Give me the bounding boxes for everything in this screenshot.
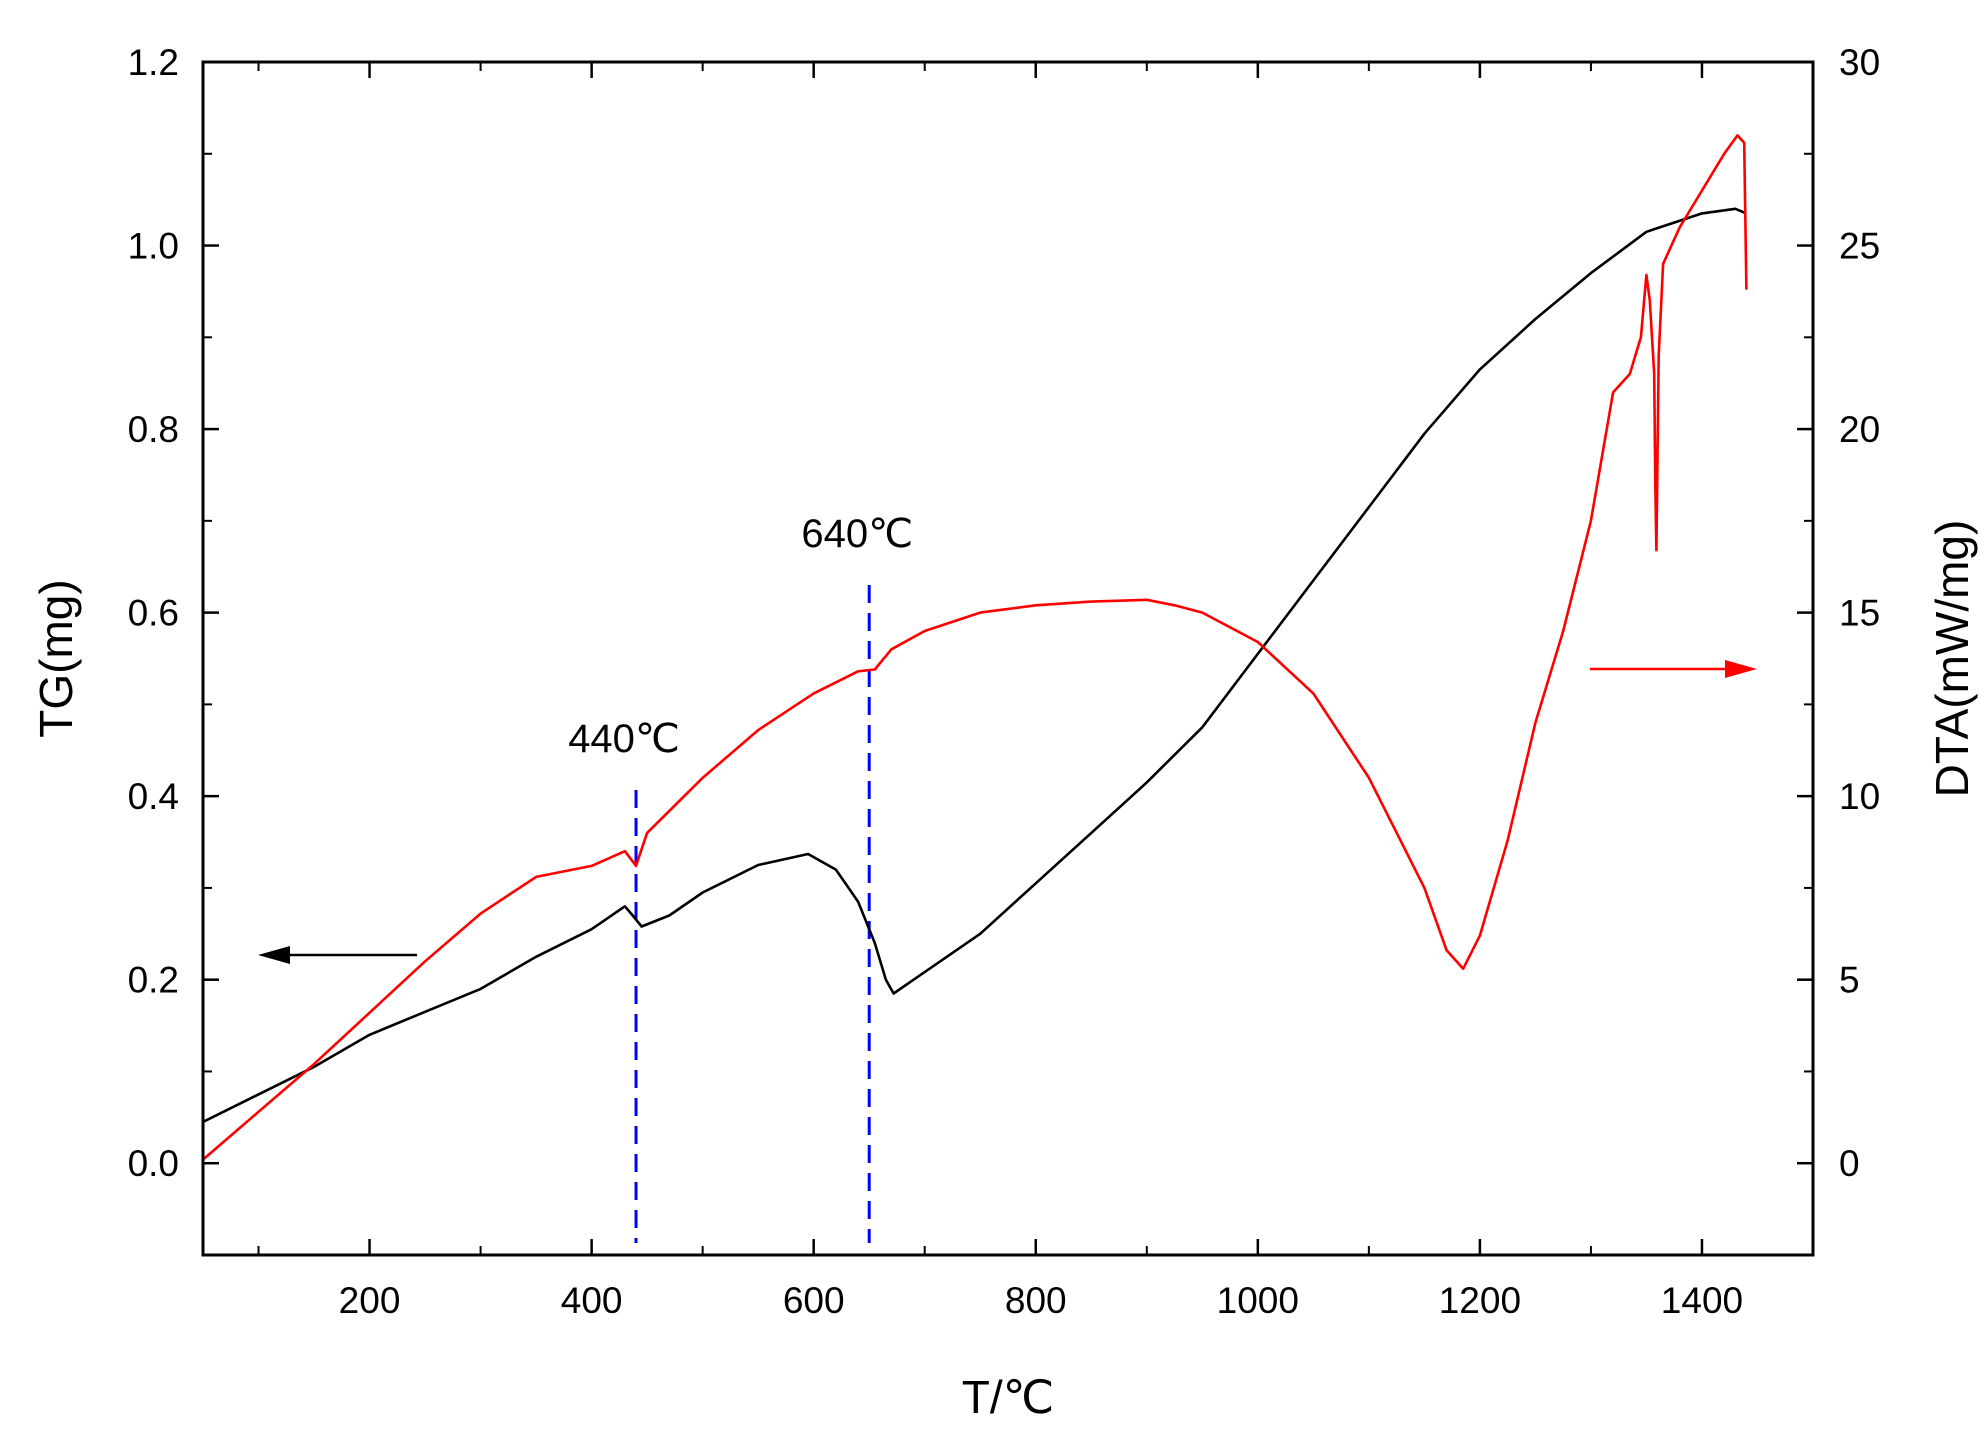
- x-axis-title: T/℃: [962, 1371, 1055, 1423]
- x-tick-label: 600: [783, 1280, 845, 1321]
- y-left-tick-label: 1.2: [128, 42, 179, 83]
- y-axis-right: 0 5 10 15 20 25 30: [1797, 42, 1880, 1256]
- arrow-tg-head: [258, 946, 290, 964]
- x-tick-label: 1000: [1217, 1280, 1299, 1321]
- y-left-tick-label: 0.0: [128, 1143, 179, 1184]
- arrow-dta-head: [1725, 660, 1757, 678]
- series-line-dta: [202, 134, 1748, 1161]
- series-line-tg: [202, 207, 1747, 1124]
- y-left-tick-label: 0.6: [128, 593, 179, 634]
- reference-lines: [634, 585, 871, 1243]
- x-axis: 200 400 600 800 1000 1200 1400: [257, 62, 1814, 1321]
- x-tick-label: 400: [561, 1280, 623, 1321]
- annotation-440c: 440℃: [568, 717, 680, 761]
- x-tick-label: 200: [339, 1280, 401, 1321]
- y-axis-right-title: DTA(mW/mg): [1926, 520, 1978, 798]
- y-right-tick-label: 5: [1839, 960, 1860, 1001]
- y-right-tick-label: 10: [1839, 776, 1880, 817]
- plot-frame: [201, 60, 1815, 1257]
- y-right-tick-label: 20: [1839, 409, 1880, 450]
- y-axis-left: 0.0 0.2 0.4 0.6 0.8 1.0 1.2: [128, 42, 219, 1256]
- y-right-tick-label: 25: [1839, 226, 1880, 267]
- y-left-tick-label: 0.2: [128, 960, 179, 1001]
- y-right-tick-label: 0: [1839, 1143, 1860, 1184]
- annotation-640c: 640℃: [801, 512, 913, 556]
- x-tick-label: 1400: [1661, 1280, 1743, 1321]
- y-left-tick-label: 1.0: [128, 226, 179, 267]
- y-right-tick-label: 30: [1839, 42, 1880, 83]
- x-tick-label: 1200: [1439, 1280, 1521, 1321]
- x-tick-label: 800: [1005, 1280, 1067, 1321]
- axis-arrows: [258, 660, 1757, 964]
- series-layer: [202, 134, 1748, 1161]
- y-left-tick-label: 0.8: [128, 409, 179, 450]
- y-left-tick-label: 0.4: [128, 776, 179, 817]
- y-axis-left-title: TG(mg): [30, 579, 82, 737]
- y-right-tick-label: 15: [1839, 593, 1880, 634]
